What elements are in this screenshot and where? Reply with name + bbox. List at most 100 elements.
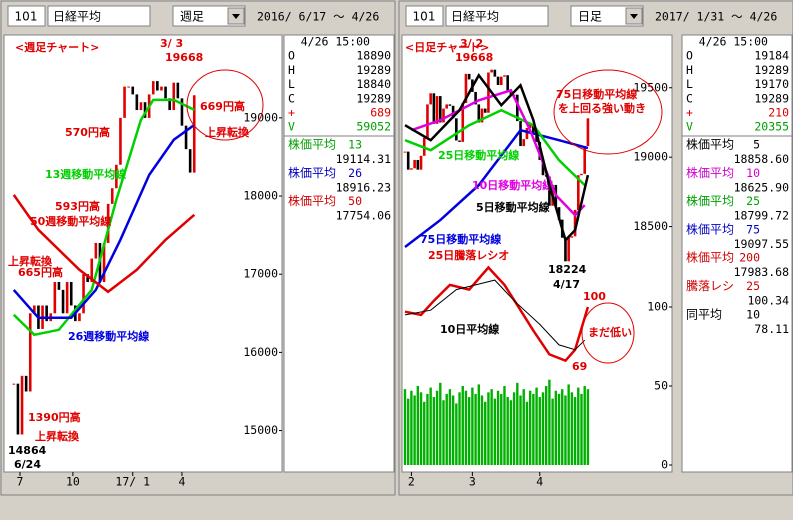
candle	[180, 98, 184, 126]
volume-bar	[503, 386, 506, 465]
candle	[525, 128, 529, 140]
series-label: 26週移動平均線	[68, 329, 149, 343]
volume-bar	[477, 384, 480, 465]
y-tick-label: 18000	[243, 189, 278, 203]
candle	[416, 159, 420, 170]
average-period: 25	[746, 279, 760, 293]
average-period: 13	[348, 138, 362, 152]
quote-value: 19170	[754, 77, 789, 91]
average-period: 10	[746, 307, 760, 321]
x-tick-label: 17/ 1	[115, 475, 150, 489]
volume-bar	[554, 390, 558, 465]
candle	[119, 117, 122, 165]
volume-bar	[551, 398, 554, 465]
volume-value: 20355	[754, 120, 789, 134]
volume-bar	[532, 393, 535, 465]
candle	[576, 175, 580, 210]
volume-label: V	[288, 120, 295, 134]
volume-bar	[445, 393, 448, 465]
volume-bar	[573, 397, 577, 465]
candle	[28, 313, 32, 392]
chart-title: <週足チャート>	[15, 40, 99, 54]
series-label: 13週移動平均線	[45, 167, 126, 181]
volume-bar	[506, 397, 509, 465]
volume-bar	[564, 395, 567, 465]
average-value: 18625.90	[734, 180, 789, 194]
average-label: 株価平均	[686, 221, 734, 236]
x-tick-label: 4	[536, 475, 543, 489]
candle	[131, 86, 135, 95]
series-line	[410, 88, 586, 217]
x-tick-label: 3	[469, 475, 476, 489]
volume-bar	[500, 393, 503, 465]
candle	[448, 104, 452, 106]
candle	[586, 118, 590, 147]
average-value: 18916.23	[336, 180, 391, 194]
candle	[86, 274, 89, 283]
name: 日経平均	[53, 10, 101, 24]
candle	[483, 108, 487, 113]
candle	[20, 375, 24, 435]
annotation: 上昇転換	[8, 254, 53, 268]
annotation: 6/24	[14, 458, 41, 471]
y2-tick-label: 100	[647, 300, 668, 314]
candle	[61, 289, 65, 314]
volume-bar	[448, 389, 452, 465]
candle	[438, 96, 442, 123]
volume-bar	[458, 392, 461, 465]
candle	[532, 123, 535, 134]
candle	[445, 104, 449, 109]
average-label: 株価平均	[686, 250, 734, 265]
average-period: 5	[753, 138, 760, 152]
candle	[78, 313, 81, 322]
y2-tick-label: 0	[661, 458, 668, 472]
average-period: 50	[348, 194, 362, 208]
annotation: 593円高	[55, 199, 100, 213]
volume-bar	[435, 390, 439, 465]
quote-time: 4/26 15:00	[699, 35, 768, 49]
candle	[461, 103, 465, 142]
quote-label: C	[686, 91, 693, 105]
candle	[403, 151, 407, 153]
x-tick-label: 10	[66, 475, 80, 489]
volume-bar	[538, 397, 541, 465]
candle	[458, 140, 461, 142]
candle	[184, 125, 188, 150]
volume-bar	[455, 403, 458, 465]
candle	[477, 104, 481, 123]
volume-bar	[567, 384, 570, 465]
candle	[24, 375, 28, 392]
period-select[interactable]	[570, 5, 644, 27]
average-value: 17983.68	[734, 265, 789, 279]
candle	[541, 159, 545, 176]
candle	[487, 72, 490, 113]
y-tick-label: 19500	[633, 80, 668, 94]
candle	[499, 76, 503, 85]
candle	[429, 93, 432, 105]
average-period: 75	[746, 222, 760, 236]
candle	[583, 146, 587, 174]
volume-bar	[439, 382, 442, 465]
candle	[143, 102, 147, 118]
average-value: 19114.31	[336, 152, 391, 166]
quote-value: 19289	[356, 63, 391, 77]
date-range: 2017/ 1/31 ～ 4/26	[655, 10, 777, 24]
average-period: 25	[746, 194, 760, 208]
volume-bar	[525, 401, 529, 465]
volume-bar	[461, 386, 464, 465]
candle	[528, 123, 532, 129]
annotation: 570円高	[65, 125, 110, 139]
volume-bar	[512, 392, 516, 465]
annotation: 3/ 2	[460, 37, 483, 50]
candle	[474, 91, 477, 105]
series-line	[12, 123, 196, 320]
volume-bar	[471, 387, 474, 465]
period-select[interactable]	[172, 5, 246, 27]
candle	[548, 176, 551, 206]
quote-label: H	[288, 63, 295, 77]
series-label: 5日移動平均線	[476, 200, 550, 214]
volume-bar	[548, 379, 551, 465]
candle	[509, 90, 513, 97]
candle	[160, 86, 163, 91]
series-line	[404, 279, 586, 351]
